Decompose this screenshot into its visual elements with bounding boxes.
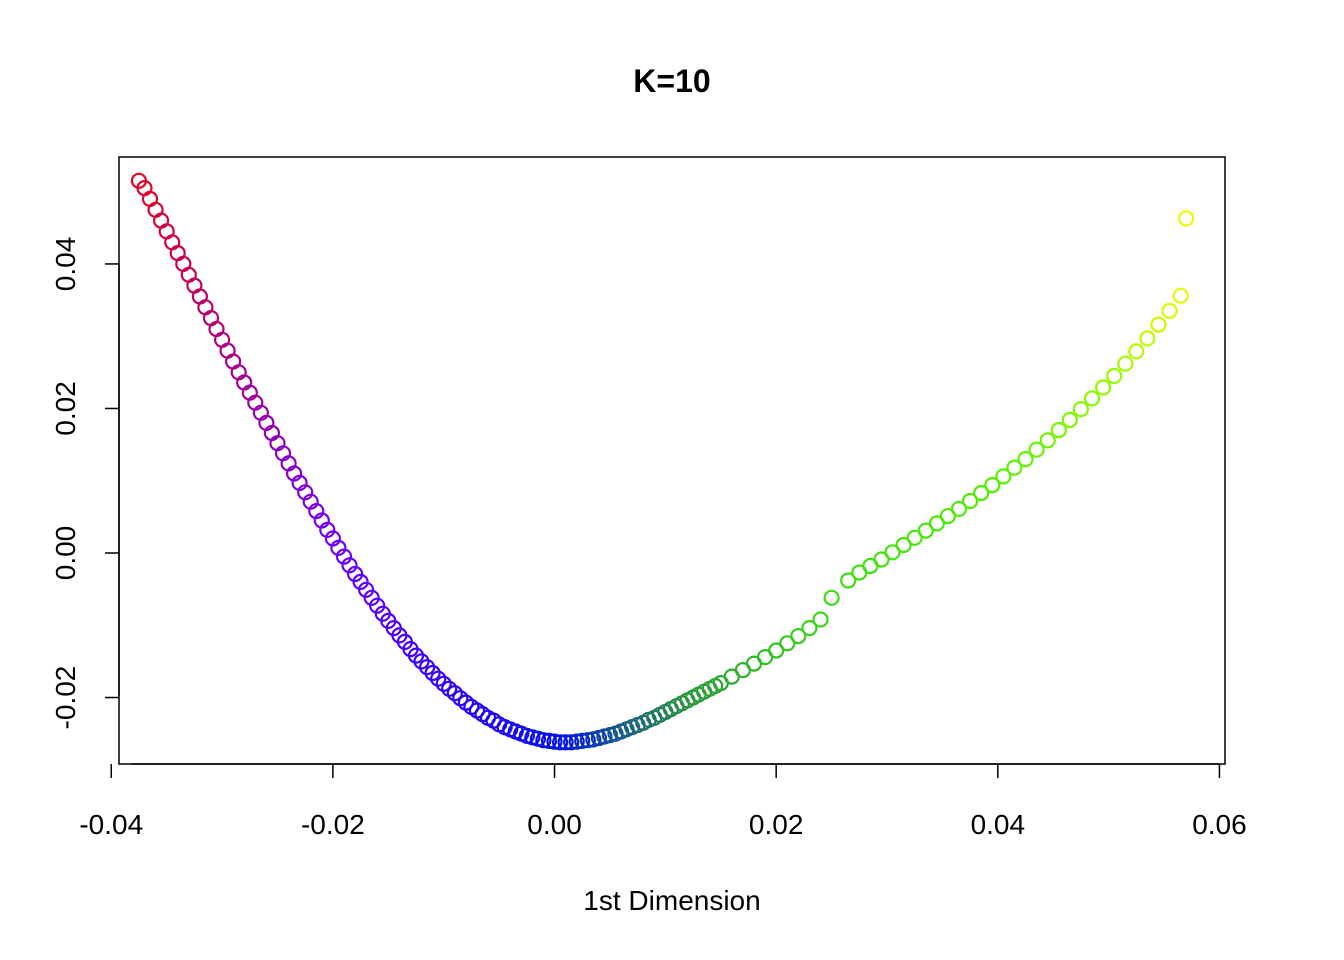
data-point: [1139, 330, 1156, 347]
data-point: [801, 619, 818, 637]
data-point: [1072, 401, 1090, 418]
data-point: [939, 507, 957, 525]
data-point: [319, 521, 336, 539]
data-point: [424, 664, 441, 682]
data-point: [1017, 451, 1034, 468]
data-point: [779, 635, 796, 652]
data-point: [950, 500, 968, 517]
data-point: [335, 548, 353, 565]
data-point: [928, 515, 946, 532]
data-point: [568, 733, 585, 750]
data-point: [435, 675, 452, 692]
data-point: [551, 734, 569, 751]
data-point: [984, 477, 1001, 494]
data-point: [369, 597, 386, 614]
data-point: [1050, 422, 1067, 439]
data-point: [812, 611, 829, 628]
chart-title: K=10: [633, 63, 710, 99]
data-point: [563, 734, 580, 751]
y-tick-label: 0.00: [50, 526, 81, 581]
data-point: [917, 522, 934, 539]
data-point: [446, 685, 463, 702]
data-point: [973, 484, 990, 502]
data-point: [574, 732, 591, 750]
data-point: [1150, 316, 1167, 333]
data-point: [906, 529, 923, 546]
x-tick-label: 0.06: [1192, 809, 1247, 840]
x-tick-label: -0.02: [301, 809, 365, 840]
x-axis-label: 1st Dimension: [583, 885, 760, 916]
data-point: [1106, 367, 1123, 385]
data-point: [546, 733, 563, 750]
data-point: [995, 468, 1012, 485]
data-point: [1161, 302, 1178, 319]
x-tick-label: 0.04: [971, 809, 1026, 840]
data-point: [1117, 355, 1134, 372]
x-axis-ticks: -0.04 -0.02 0.00 0.02 0.04 0.06: [79, 764, 1247, 840]
x-tick-label: 0.00: [527, 809, 582, 840]
data-point: [873, 551, 890, 568]
data-points: [130, 172, 1195, 751]
data-point: [1128, 343, 1145, 360]
y-tick-label: -0.02: [50, 666, 81, 730]
data-point: [1083, 390, 1101, 407]
data-point: [884, 544, 901, 561]
data-point: [358, 581, 375, 598]
data-point: [961, 492, 979, 510]
y-axis-ticks: -0.02 0.00 0.02 0.04: [50, 237, 119, 730]
y-tick-label: 0.02: [50, 381, 81, 436]
data-point: [341, 557, 358, 574]
data-point: [535, 732, 552, 749]
data-point: [540, 732, 558, 750]
data-point: [1039, 432, 1056, 449]
x-tick-label: 0.02: [749, 809, 804, 840]
data-point: [1006, 459, 1023, 476]
data-point: [330, 539, 347, 557]
data-point: [895, 536, 912, 554]
data-point: [579, 732, 596, 749]
data-point: [430, 670, 447, 687]
data-point: [1178, 210, 1195, 227]
y-tick-label: 0.04: [50, 237, 81, 292]
data-point: [840, 572, 857, 589]
data-point: [1061, 411, 1078, 429]
data-point: [557, 734, 574, 751]
data-point: [1172, 287, 1189, 304]
data-point: [790, 627, 807, 645]
data-point: [823, 589, 840, 606]
x-tick-label: -0.04: [79, 809, 143, 840]
data-point: [1028, 441, 1045, 458]
data-point: [1094, 379, 1112, 396]
data-point: [768, 642, 785, 659]
